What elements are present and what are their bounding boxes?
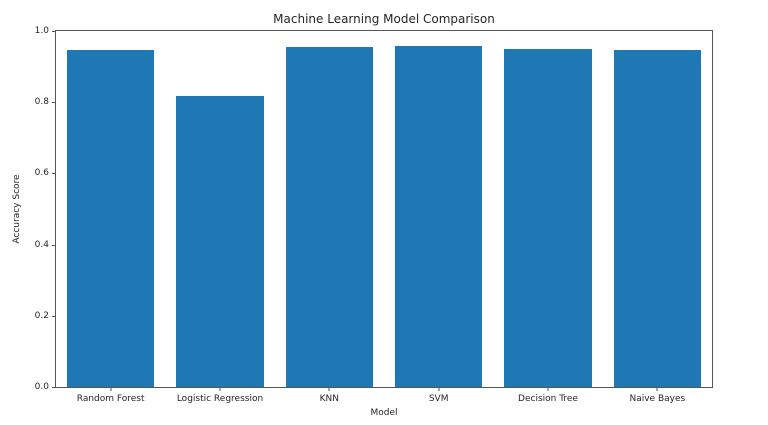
x-tick-label: KNN <box>319 394 340 404</box>
y-tick-mark <box>52 31 56 32</box>
x-tick-label: Logistic Regression <box>176 394 264 404</box>
y-tick-mark <box>52 244 56 246</box>
bar-logistic-regression <box>176 95 264 387</box>
x-tick-mark <box>328 387 330 391</box>
bar-decision-tree <box>504 49 592 387</box>
y-tick-label: 0.4 <box>34 239 49 250</box>
y-tick-mark <box>52 102 56 104</box>
y-tick-label: 0.6 <box>34 168 49 179</box>
bar-slot <box>603 31 712 387</box>
bars-container <box>56 31 712 387</box>
x-tick-mark <box>656 387 658 391</box>
x-tick-label: Naive Bayes <box>629 394 686 404</box>
bar-slot <box>384 31 493 387</box>
y-tick-label: 0.2 <box>34 310 49 321</box>
chart-title: Machine Learning Model Comparison <box>273 12 495 26</box>
x-tick-label: Random Forest <box>76 394 145 404</box>
x-tick-mark <box>219 387 221 391</box>
plot-area: Accuracy Score Model Random Forest Logist… <box>12 26 713 418</box>
x-tick-label: SVM <box>428 394 449 404</box>
x-tick-mark <box>438 387 440 391</box>
bar-random-forest <box>66 49 155 387</box>
y-tick-mark <box>52 315 56 317</box>
bar-slot <box>165 31 274 387</box>
y-tick-mark <box>52 173 56 175</box>
bar-knn <box>285 47 374 387</box>
y-tick-label: 1.0 <box>34 26 49 36</box>
bar-slot <box>493 31 602 387</box>
x-axis-label: Model <box>370 408 398 418</box>
y-tick-label: 0.0 <box>34 382 49 392</box>
bar-slot <box>56 31 165 387</box>
y-tick-mark <box>52 387 56 388</box>
x-tick-mark <box>110 387 112 391</box>
bar-svm <box>394 46 483 387</box>
y-tick-label: 0.8 <box>34 97 49 108</box>
y-axis-label: Accuracy Score <box>12 174 22 244</box>
bar-slot <box>275 31 384 387</box>
x-tick-label: Decision Tree <box>518 394 578 404</box>
bar-naive-bayes <box>613 49 702 387</box>
x-tick-mark <box>547 387 549 391</box>
